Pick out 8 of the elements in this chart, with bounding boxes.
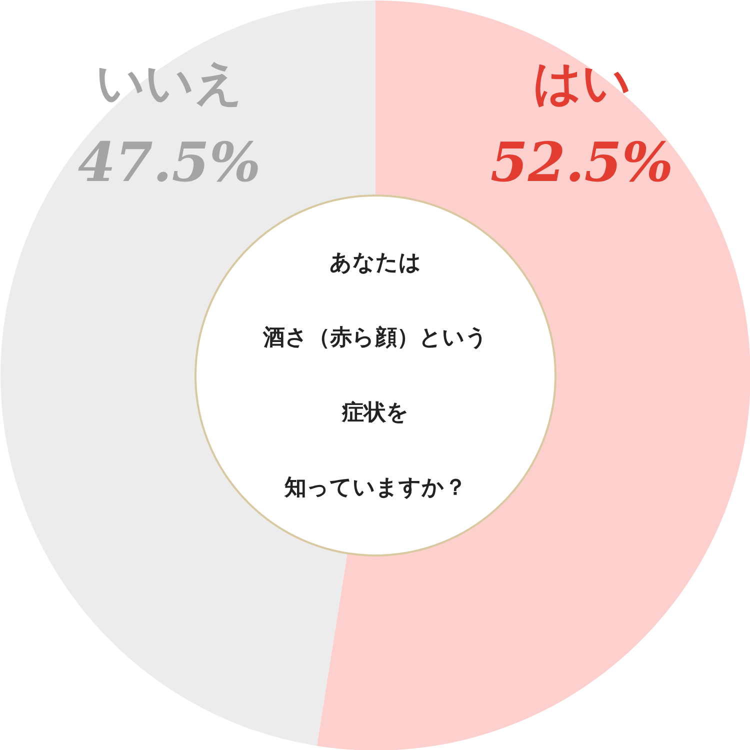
slice-label: いいえ <box>96 55 243 111</box>
data-label: 52.5% <box>490 130 674 194</box>
text: 酒さ（赤ら顔）という <box>262 326 488 350</box>
text: 知っていますか？ <box>284 476 466 500</box>
text: あなたは <box>330 250 422 276</box>
text: 症状を <box>341 400 409 426</box>
slice-label: はい <box>532 55 631 111</box>
data-label: 47.5% <box>78 130 261 194</box>
